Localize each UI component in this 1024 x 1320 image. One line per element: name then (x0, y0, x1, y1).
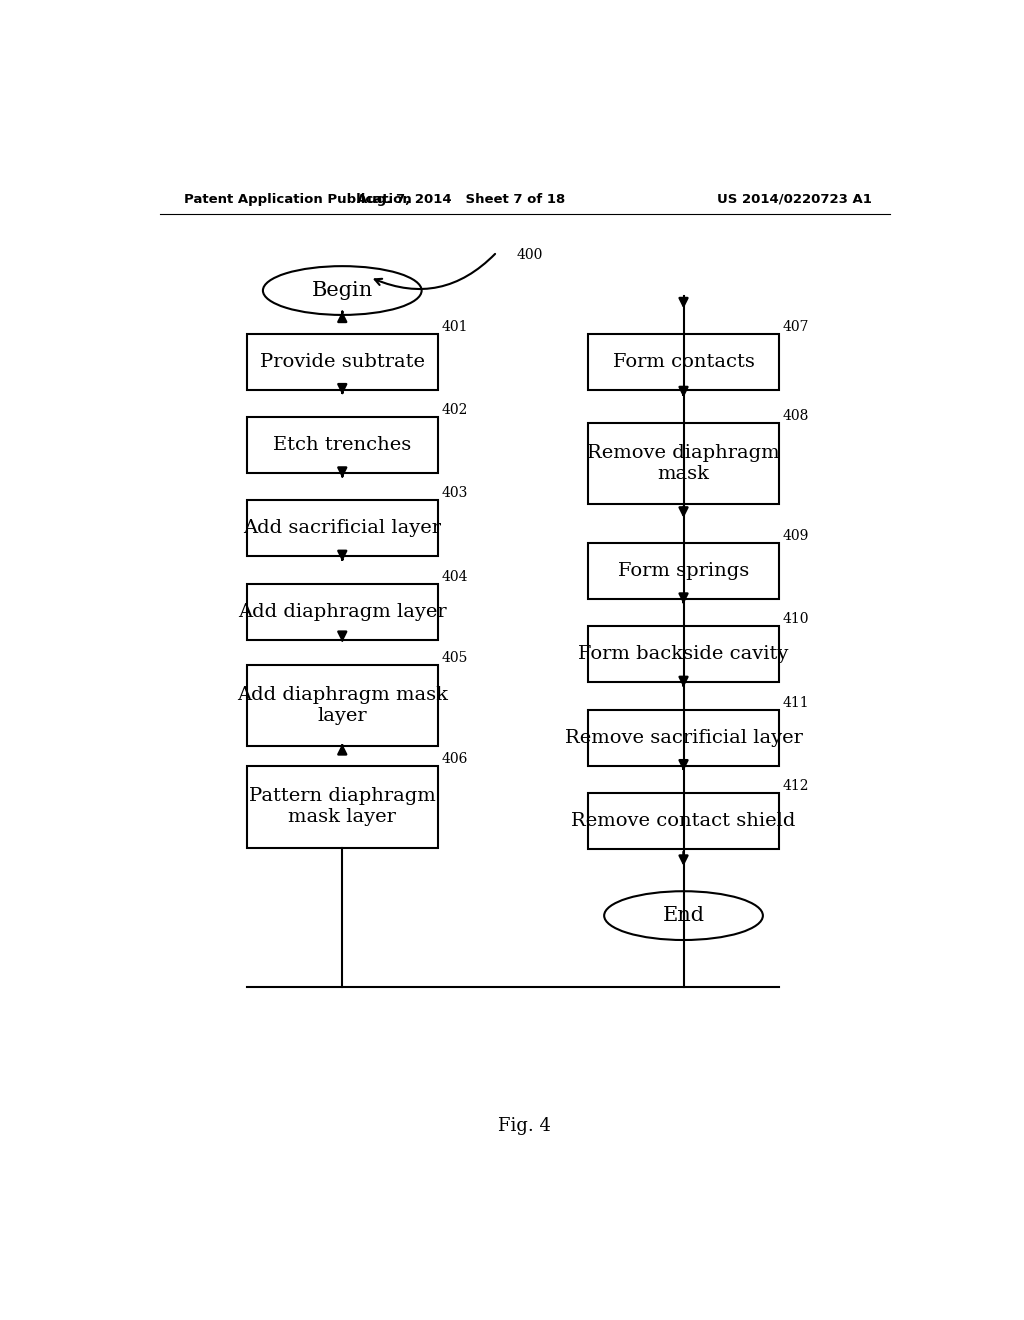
Text: Fig. 4: Fig. 4 (499, 1117, 551, 1135)
FancyBboxPatch shape (247, 766, 437, 847)
Text: Form contacts: Form contacts (612, 352, 755, 371)
Text: Add diaphragm mask
layer: Add diaphragm mask layer (237, 686, 447, 725)
FancyBboxPatch shape (247, 664, 437, 746)
Text: 410: 410 (782, 612, 809, 627)
Text: 408: 408 (782, 409, 809, 422)
Text: Etch trenches: Etch trenches (273, 436, 412, 454)
Text: Add diaphragm layer: Add diaphragm layer (238, 603, 446, 620)
FancyBboxPatch shape (588, 627, 778, 682)
Text: US 2014/0220723 A1: US 2014/0220723 A1 (717, 193, 872, 206)
Text: 401: 401 (441, 319, 468, 334)
Text: Remove diaphragm
mask: Remove diaphragm mask (587, 444, 780, 483)
Text: Provide subtrate: Provide subtrate (260, 352, 425, 371)
Text: 402: 402 (441, 403, 468, 417)
FancyBboxPatch shape (247, 500, 437, 556)
Text: Remove contact shield: Remove contact shield (571, 812, 796, 830)
Text: Remove sacrificial layer: Remove sacrificial layer (564, 729, 803, 747)
FancyBboxPatch shape (588, 710, 778, 766)
Text: Add sacrificial layer: Add sacrificial layer (244, 519, 441, 537)
FancyBboxPatch shape (588, 793, 778, 849)
Text: Aug. 7, 2014   Sheet 7 of 18: Aug. 7, 2014 Sheet 7 of 18 (357, 193, 565, 206)
Text: 409: 409 (782, 529, 809, 543)
FancyBboxPatch shape (588, 334, 778, 389)
Text: 403: 403 (441, 486, 468, 500)
Text: End: End (663, 906, 705, 925)
FancyBboxPatch shape (588, 543, 778, 599)
Text: Pattern diaphragm
mask layer: Pattern diaphragm mask layer (249, 788, 435, 826)
Ellipse shape (263, 267, 422, 315)
Text: 406: 406 (441, 752, 468, 766)
Text: 407: 407 (782, 319, 809, 334)
Text: 400: 400 (517, 248, 544, 261)
Text: 411: 411 (782, 696, 809, 710)
FancyBboxPatch shape (247, 583, 437, 640)
Text: 412: 412 (782, 779, 809, 793)
FancyBboxPatch shape (247, 417, 437, 473)
Text: Form backside cavity: Form backside cavity (579, 645, 788, 664)
Text: 405: 405 (441, 651, 468, 664)
Text: Form springs: Form springs (617, 562, 750, 579)
FancyBboxPatch shape (588, 422, 778, 504)
Text: 404: 404 (441, 570, 468, 583)
Ellipse shape (604, 891, 763, 940)
FancyBboxPatch shape (247, 334, 437, 389)
FancyArrowPatch shape (375, 253, 495, 289)
Text: Patent Application Publication: Patent Application Publication (183, 193, 412, 206)
Text: Begin: Begin (311, 281, 373, 300)
